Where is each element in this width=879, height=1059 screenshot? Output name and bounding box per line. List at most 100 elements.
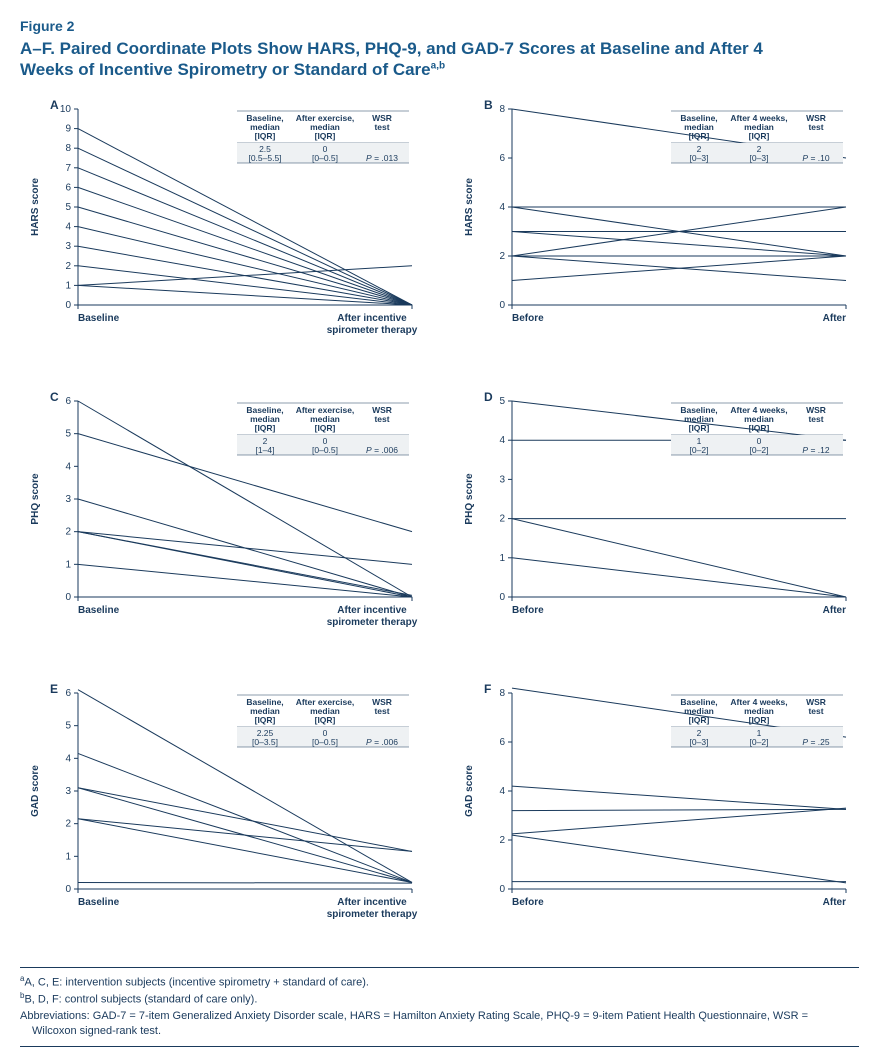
svg-text:[0–0.5]: [0–0.5]	[312, 737, 338, 747]
data-line	[78, 167, 412, 304]
data-line	[78, 531, 412, 564]
data-line	[78, 689, 412, 882]
footnote-abbr-line1: Abbreviations: GAD-7 = 7-item Generalize…	[20, 1009, 859, 1024]
footnotes: aA, C, E: intervention subjects (incenti…	[20, 967, 859, 1048]
svg-text:6: 6	[499, 737, 505, 748]
panel-A: A012345678910HARS scoreBaselineAfter inc…	[20, 95, 426, 369]
svg-text:test: test	[808, 414, 823, 424]
data-line	[78, 148, 412, 305]
svg-text:P = .013: P = .013	[366, 153, 398, 163]
svg-text:10: 10	[60, 104, 72, 115]
svg-text:[0–3.5]: [0–3.5]	[252, 737, 278, 747]
svg-text:5: 5	[65, 720, 71, 731]
svg-text:[0–0.5]: [0–0.5]	[312, 445, 338, 455]
svg-text:0: 0	[65, 884, 71, 895]
svg-text:2: 2	[499, 251, 505, 262]
svg-text:8: 8	[499, 688, 505, 699]
data-line	[512, 401, 846, 440]
data-line	[512, 231, 846, 256]
panel-letter: D	[484, 390, 493, 404]
svg-text:0: 0	[499, 300, 505, 311]
panel-F: F02468GAD scoreBeforeAfterBaseline,media…	[454, 679, 860, 953]
y-axis-label: PHQ score	[30, 472, 41, 524]
y-axis-label: GAD score	[30, 764, 41, 816]
data-line	[78, 285, 412, 305]
x-axis-label-left: Baseline	[78, 313, 120, 324]
svg-text:0: 0	[499, 592, 505, 603]
x-axis-label-right-l1: After incentive	[337, 605, 407, 616]
panel-letter: B	[484, 98, 493, 112]
figure-label: Figure 2	[20, 18, 859, 34]
svg-text:2: 2	[499, 835, 505, 846]
svg-text:8: 8	[65, 143, 71, 154]
svg-text:8: 8	[499, 104, 505, 115]
svg-text:[IQR]: [IQR]	[315, 131, 336, 141]
panel-svg: B02468HARS scoreBeforeAfterBaseline,medi…	[454, 95, 859, 347]
svg-text:0: 0	[499, 884, 505, 895]
svg-text:[IQR]: [IQR]	[748, 715, 769, 725]
svg-text:test: test	[374, 414, 389, 424]
panel-E: E0123456GAD scoreBaselineAfter incentive…	[20, 679, 426, 953]
data-line	[78, 564, 412, 597]
x-axis-label-right-l2: spirometer therapy	[327, 909, 418, 920]
data-line	[78, 531, 412, 595]
svg-text:[0–3]: [0–3]	[749, 153, 768, 163]
svg-text:[IQR]: [IQR]	[315, 715, 336, 725]
data-line	[512, 557, 846, 596]
svg-text:[IQR]: [IQR]	[688, 715, 709, 725]
svg-text:3: 3	[499, 474, 505, 485]
panel-C: C0123456PHQ scoreBaselineAfter incentive…	[20, 387, 426, 661]
panel-svg: F02468GAD scoreBeforeAfterBaseline,media…	[454, 679, 859, 931]
svg-text:2: 2	[65, 260, 71, 271]
svg-text:1: 1	[65, 851, 71, 862]
svg-text:6: 6	[499, 153, 505, 164]
svg-text:P = .25: P = .25	[802, 737, 829, 747]
svg-text:P = .006: P = .006	[366, 445, 398, 455]
svg-text:1: 1	[499, 552, 505, 563]
svg-text:[IQR]: [IQR]	[315, 423, 336, 433]
svg-text:P = .006: P = .006	[366, 737, 398, 747]
data-line	[78, 401, 412, 597]
svg-text:4: 4	[499, 435, 505, 446]
data-line	[512, 518, 846, 596]
footnote-a: A, C, E: intervention subjects (incentiv…	[24, 976, 369, 988]
svg-text:test: test	[808, 122, 823, 132]
panel-svg: D012345PHQ scoreBeforeAfterBaseline,medi…	[454, 387, 859, 639]
data-line	[512, 808, 846, 834]
svg-text:[0–2]: [0–2]	[689, 445, 708, 455]
panel-letter: C	[50, 390, 59, 404]
data-line	[78, 818, 412, 882]
data-line	[512, 786, 846, 809]
svg-text:6: 6	[65, 688, 71, 699]
data-line	[78, 265, 412, 285]
svg-text:P = .10: P = .10	[802, 153, 829, 163]
x-axis-label-right-l1: After	[822, 897, 845, 908]
svg-text:3: 3	[65, 494, 71, 505]
panel-svg: A012345678910HARS scoreBaselineAfter inc…	[20, 95, 425, 369]
x-axis-label-right-l1: After incentive	[337, 897, 407, 908]
x-axis-label-right-l2: spirometer therapy	[327, 617, 418, 628]
svg-text:4: 4	[65, 221, 71, 232]
panel-grid: A012345678910HARS scoreBaselineAfter inc…	[20, 95, 859, 953]
data-line	[78, 787, 412, 851]
x-axis-label-left: Before	[512, 313, 544, 324]
data-line	[78, 882, 412, 883]
y-axis-label: GAD score	[464, 764, 475, 816]
svg-text:5: 5	[499, 396, 505, 407]
svg-text:2: 2	[65, 526, 71, 537]
figure-title: A–F. Paired Coordinate Plots Show HARS, …	[20, 38, 859, 81]
figure-title-line1: A–F. Paired Coordinate Plots Show HARS, …	[20, 39, 763, 58]
svg-text:4: 4	[499, 202, 505, 213]
data-line	[512, 835, 846, 883]
x-axis-label-left: Baseline	[78, 897, 120, 908]
svg-text:[0–2]: [0–2]	[749, 737, 768, 747]
svg-text:[IQR]: [IQR]	[255, 715, 276, 725]
svg-text:0: 0	[65, 300, 71, 311]
figure-title-sup: a,b	[431, 61, 445, 72]
x-axis-label-right-l1: After	[822, 313, 845, 324]
data-line	[78, 265, 412, 304]
svg-text:9: 9	[65, 123, 71, 134]
svg-text:[0–2]: [0–2]	[749, 445, 768, 455]
svg-text:7: 7	[65, 162, 71, 173]
svg-text:5: 5	[65, 428, 71, 439]
